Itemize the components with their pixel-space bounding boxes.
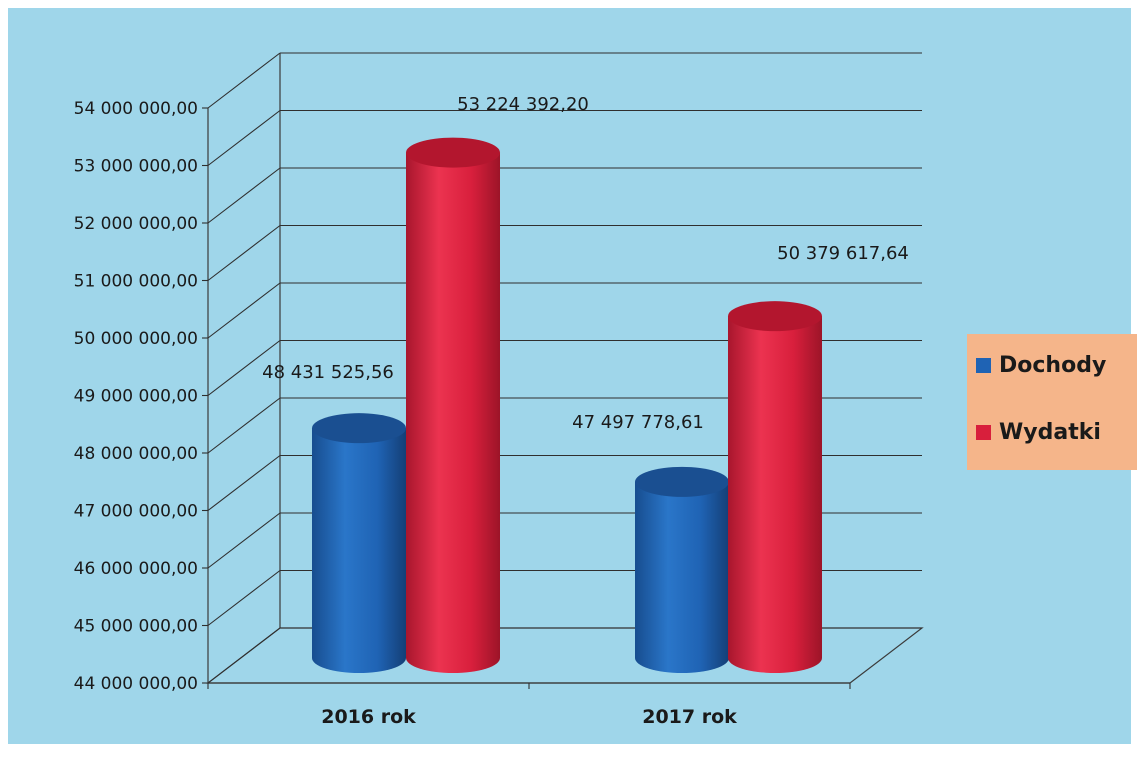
bar-body — [635, 481, 729, 673]
y-tick-label: 48 000 000,00 — [74, 444, 198, 464]
gridline-depth — [207, 110, 281, 166]
legend-swatch — [976, 358, 991, 373]
y-tick-label: 45 000 000,00 — [74, 617, 198, 637]
y-tick-label: 49 000 000,00 — [74, 387, 198, 407]
gridline-depth — [207, 397, 281, 454]
x-axis: 2016 rok 2017 rok — [207, 683, 851, 728]
chart-background — [8, 8, 1131, 744]
bar-wydatki-2 — [728, 301, 822, 673]
bars — [312, 137, 822, 673]
bar-body — [728, 316, 822, 673]
bar-top-cap — [312, 413, 406, 444]
legend-box — [967, 334, 1137, 470]
bar-body — [312, 428, 406, 673]
bar-dochody-2 — [635, 466, 729, 673]
x-tick-label: 2016 rok — [321, 706, 416, 728]
data-label: 50 379 617,64 — [777, 243, 909, 264]
gridline-depth — [207, 512, 281, 569]
y-tick-label: 47 000 000,00 — [74, 502, 198, 522]
y-axis: 44 000 000,00 45 000 000,00 46 000 000,00 4… — [74, 99, 198, 694]
y-tick-label: 51 000 000,00 — [74, 272, 198, 292]
y-tick-label: 50 000 000,00 — [74, 329, 198, 349]
y-tick-label: 46 000 000,00 — [74, 559, 198, 579]
bar-dochody-1 — [312, 413, 406, 673]
y-tick-label: 44 000 000,00 — [74, 674, 198, 694]
y-tick-label: 53 000 000,00 — [74, 157, 198, 177]
gridline-depth — [207, 225, 281, 281]
bar-top-cap — [635, 466, 729, 497]
bar-top-cap — [406, 137, 500, 168]
gridline-depth — [207, 570, 281, 626]
bar-top-cap — [728, 301, 822, 332]
legend-swatch — [976, 425, 991, 440]
gridline-depth — [207, 455, 281, 511]
gridline-depth — [207, 627, 281, 684]
y-tick-label: 52 000 000,00 — [74, 214, 198, 234]
x-tick-label: 2017 rok — [642, 706, 737, 728]
legend-label: Wydatki — [999, 420, 1101, 445]
bar-body — [406, 152, 500, 673]
legend-label: Dochody — [999, 353, 1106, 378]
y-tick-label: 54 000 000,00 — [74, 99, 198, 119]
gridline-depth — [207, 52, 281, 109]
data-label: 53 224 392,20 — [457, 94, 589, 115]
data-label: 48 431 525,56 — [262, 362, 394, 383]
gridline-depth — [207, 282, 281, 339]
data-label: 47 497 778,61 — [572, 412, 704, 433]
legend: Dochody Wydatki — [967, 334, 1137, 470]
gridline-depth — [207, 167, 281, 224]
data-labels: 48 431 525,56 53 224 392,20 47 497 778,61 5… — [262, 94, 909, 433]
bar-wydatki-1 — [406, 137, 500, 673]
gridline-depth — [207, 340, 281, 396]
